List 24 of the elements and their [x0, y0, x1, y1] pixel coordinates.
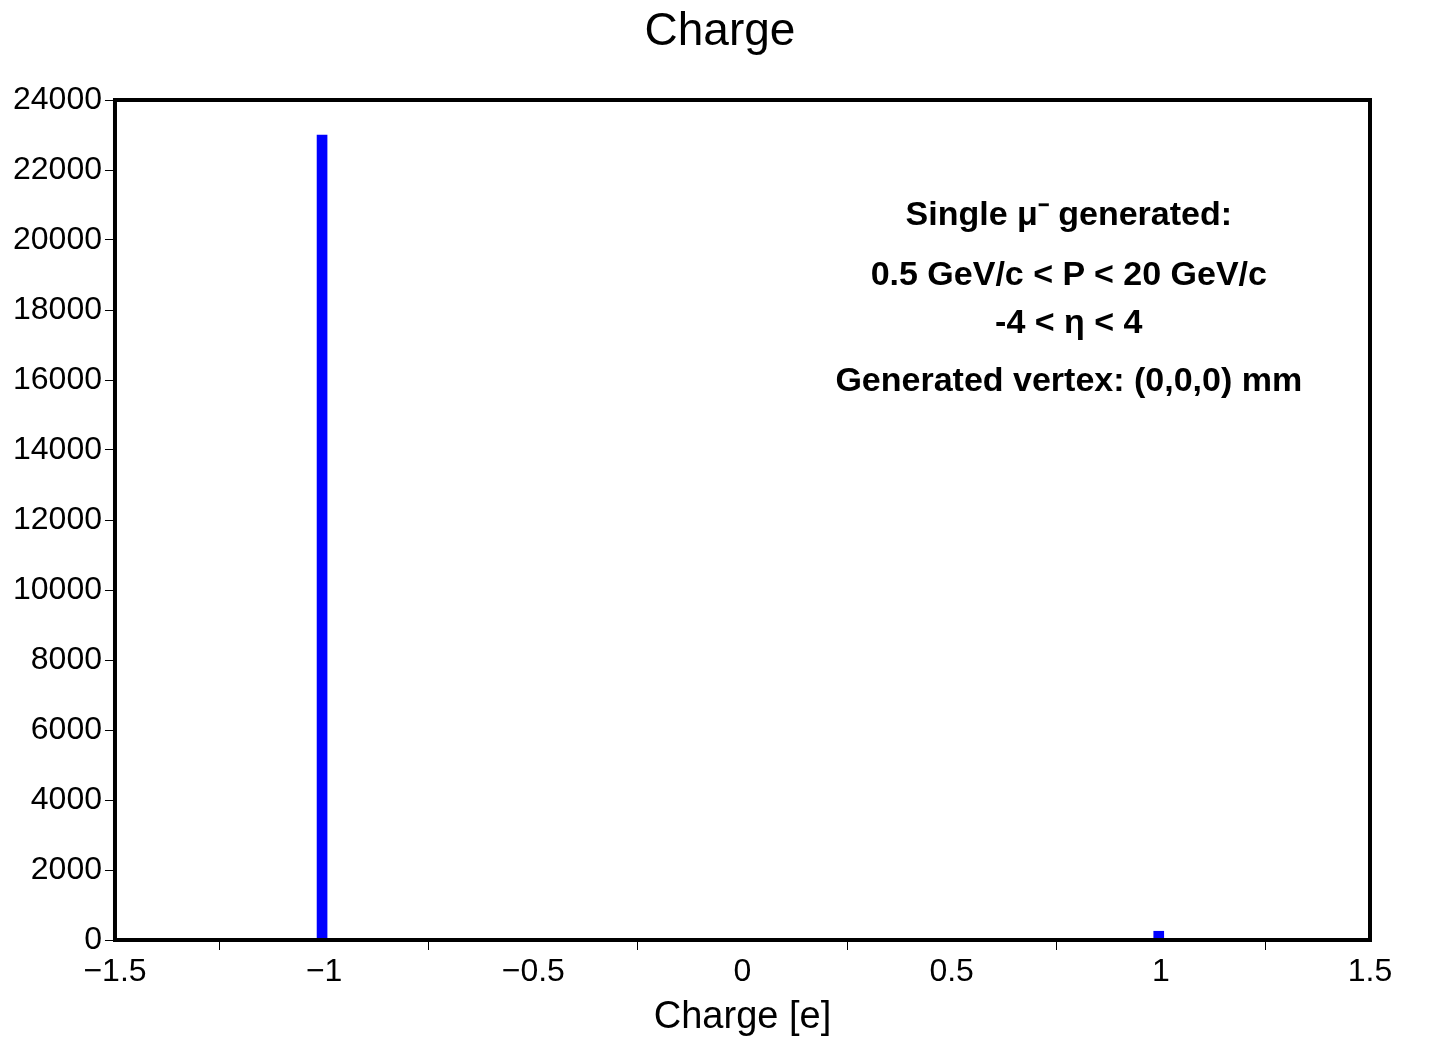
x-axis-title: Charge [e]: [653, 993, 832, 1036]
x-tick-label: 0: [733, 952, 752, 989]
y-tick-label: 2000: [30, 849, 102, 886]
x-tick-label: 0.5: [929, 952, 974, 989]
x-tick-label: −0.5: [501, 952, 565, 989]
y-tick-label: 12000: [13, 499, 102, 536]
annotation: Generated vertex: (0,0,0) mm: [835, 360, 1303, 398]
x-tick-label: −1: [305, 952, 343, 989]
y-tick-label: 8000: [30, 639, 102, 676]
y-tick-label: 4000: [30, 779, 102, 816]
chart-title: Charge: [643, 2, 797, 56]
y-tick-label: 16000: [13, 359, 102, 396]
y-tick-label: 20000: [13, 219, 102, 256]
y-tick-label: 10000: [13, 569, 102, 606]
annotation: Single μ⁻ generated:: [905, 194, 1233, 232]
x-tick-label: 1: [1151, 952, 1170, 989]
y-tick-label: 14000: [13, 429, 102, 466]
y-tick-label: 22000: [13, 149, 102, 186]
y-tick-label: 24000: [13, 79, 102, 116]
y-tick-label: 18000: [13, 289, 102, 326]
annotation: 0.5 GeV/c < P < 20 GeV/c: [870, 254, 1267, 292]
annotation: -4 < η < 4: [995, 302, 1143, 340]
y-tick-label: 6000: [30, 709, 102, 746]
x-tick-label: 1.5: [1347, 952, 1393, 989]
